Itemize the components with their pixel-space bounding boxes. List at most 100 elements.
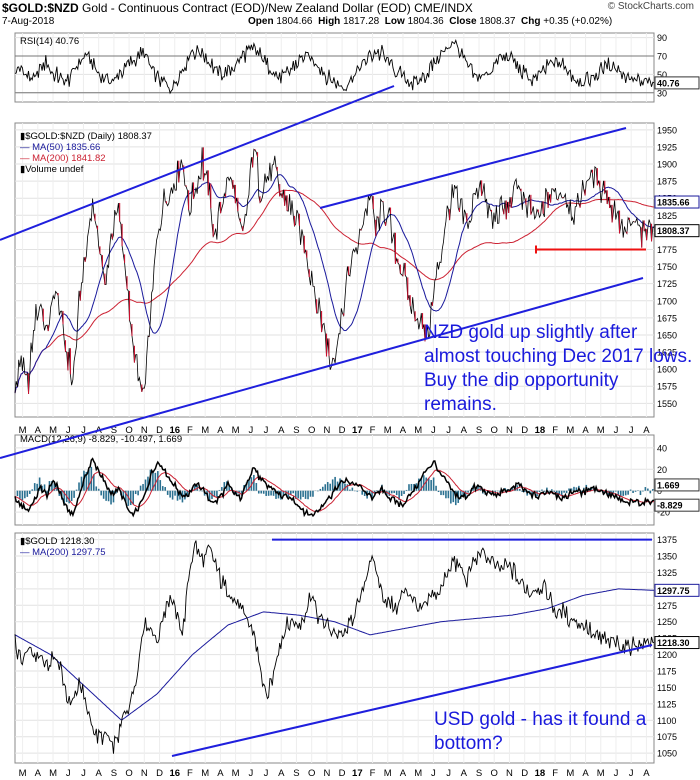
usd-support-trendline [171,644,653,757]
usd-x-tick-label: M [49,768,57,779]
usd-x-tick-label: M [414,768,422,779]
usd-x-tick-label: A [400,768,407,779]
nzd-y-tick-label: 1600 [657,365,677,375]
nzd-y-tick-label: 1675 [657,313,677,323]
usd-x-tick-label: J [264,768,269,779]
rsi-y-tick-label: 50 [657,70,667,80]
usd-x-tick-label: M [384,768,392,779]
usd-x-tick-label: A [278,768,285,779]
usd-x-tick-label: J [614,768,619,779]
usd-y-tick-label: 1250 [657,617,677,627]
usd-x-tick-label: D [156,768,163,779]
nzd-y-tick-label: 1900 [657,160,677,170]
nzd-y-tick-label: 1625 [657,348,677,358]
usd-y-tick-label: 1050 [657,749,677,759]
macd-x-tick-label: J [264,425,269,436]
usd-y-tick-label: 1325 [657,568,677,578]
usd-x-tick-label: 16 [169,768,180,779]
rsi-panel-frame [14,32,655,103]
nzd-ma50-value-tag-label: 1835.66 [657,198,690,208]
macd-x-tick-label: A [400,425,407,436]
usd-price-line [14,540,655,754]
nzd-value-tag-label: 1808.37 [657,226,690,236]
macd-x-tick-label: A [643,425,650,436]
macd-x-tick-label: D [156,425,163,436]
macd-x-tick-label: J [66,425,71,436]
macd-y-tick-label: 40 [657,443,667,453]
macd-value-tag [654,498,700,512]
rsi-value-tag-label: 40.76 [657,78,680,88]
nzd-y-tick-label: 1650 [657,330,677,340]
usd-gold-annotation: USD gold - has it found a bottom? [434,709,647,754]
macd-x-tick-label: 17 [352,425,363,436]
macd-x-tick-label: A [461,425,468,436]
nzd-legend-ma200: — MA(200) 1841.82 [20,153,106,164]
nzd-ma50-value-tag [654,195,700,209]
macd-legend: MACD(12,26,9) -8.829, -10.497, 1.669 [20,434,182,445]
macd-x-tick-label: M [232,425,240,436]
nzd-y-tick-label: 1700 [657,296,677,306]
usd-legend-price: ▮$GOLD 1218.30 [20,536,94,547]
usd-x-tick-label: J [431,768,436,779]
usd-x-tick-label: 17 [352,768,363,779]
nzd-y-tick-label: 1575 [657,382,677,392]
usd-x-tick-label: A [643,768,650,779]
usd-x-tick-label: O [125,768,132,779]
macd-x-tick-label: A [278,425,285,436]
rsi-y-tick-label: 70 [657,52,667,62]
nzd-y-tick-label: 1950 [657,125,677,135]
macd-x-tick-label: J [446,425,451,436]
macd-x-tick-label: A [582,425,589,436]
usd-x-tick-label: A [217,768,224,779]
macd-x-tick-label: M [201,425,209,436]
nzd-value-tag [654,224,700,238]
usd-y-tick-label: 1350 [657,552,677,562]
usd-y-tick-label: 1275 [657,601,677,611]
usd-ma200-value-tag-label: 1297.75 [657,586,690,596]
rsi-series-line [14,39,655,95]
usd-y-tick-label: 1375 [657,535,677,545]
nzd-y-tick-label: 1875 [657,177,677,187]
usd-value-tag [654,636,700,650]
macd-x-tick-label: N [141,425,148,436]
usd-x-tick-label: J [446,768,451,779]
usd-x-tick-label: D [339,768,346,779]
macd-x-tick-label: O [491,425,498,436]
macd-x-tick-label: M [414,425,422,436]
macd-x-tick-label: D [339,425,346,436]
nzd-panel-frame [14,122,655,418]
macd-x-tick-label: O [125,425,132,436]
macd-x-tick-label: F [552,425,558,436]
nzd-ma200-line [14,189,655,394]
macd-hist-value-tag [654,478,700,492]
usd-y-tick-label: 1125 [657,699,676,709]
chart-date: 7-Aug-2018 [2,16,55,27]
usd-x-tick-label: 18 [535,768,546,779]
usd-y-tick-label: 1100 [657,716,676,726]
usd-x-tick-label: A [96,768,103,779]
usd-y-tick-label: 1175 [657,667,676,677]
usd-y-tick-label: 1075 [657,732,677,742]
usd-x-tick-label: N [323,768,330,779]
usd-y-tick-label: 1200 [657,650,677,660]
ohlc-readout: Open 1804.66 High 1817.28 Low 1804.36 Cl… [248,16,613,27]
nzd-y-tick-label: 1725 [657,279,677,289]
rsi-y-tick-label: 90 [657,33,667,43]
macd-x-tick-label: 18 [535,425,546,436]
macd-x-tick-label: S [293,425,299,436]
usd-x-tick-label: F [370,768,376,779]
usd-x-tick-label: M [566,768,574,779]
usd-x-tick-label: S [293,768,299,779]
usd-x-tick-label: S [111,768,117,779]
macd-x-tick-label: J [81,425,86,436]
usd-x-tick-label: M [597,768,605,779]
chart-header: $GOLD:$NZD Gold - Continuous Contract (E… [2,0,698,31]
nzd-upper-trendline-1 [0,85,395,241]
macd-x-tick-label: J [614,425,619,436]
macd-x-tick-label: A [217,425,224,436]
usd-x-tick-label: M [201,768,209,779]
usd-x-tick-label: A [582,768,589,779]
nzd-y-tick-label: 1750 [657,262,677,272]
macd-x-tick-label: M [384,425,392,436]
